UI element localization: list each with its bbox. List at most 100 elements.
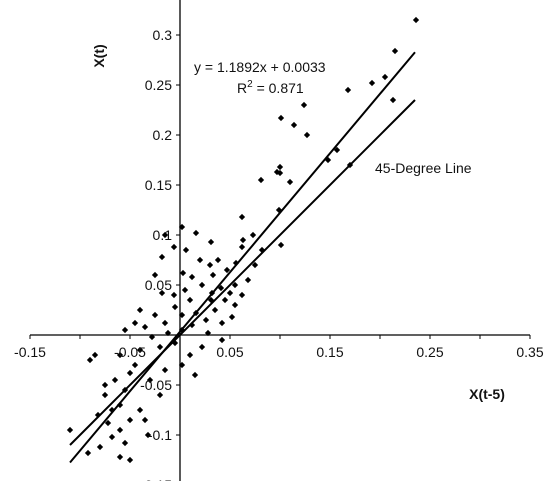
- data-point: [158, 253, 166, 261]
- line45-label: 45-Degree Line: [375, 160, 472, 176]
- data-point: [228, 313, 236, 321]
- y-tick-label: 0.2: [153, 127, 173, 143]
- data-point: [156, 343, 164, 351]
- x-tick-label: 0.25: [416, 344, 443, 360]
- data-point: [192, 229, 200, 237]
- data-point: [161, 231, 169, 239]
- y-tick-label: -0.1: [148, 427, 172, 443]
- data-point: [171, 303, 179, 311]
- x-tick-label: 0.05: [216, 344, 243, 360]
- data-point: [101, 381, 109, 389]
- x-tick-label: 0.15: [316, 344, 343, 360]
- data-point: [161, 319, 169, 327]
- y-tick-label: 0.1: [153, 227, 173, 243]
- data-point: [238, 213, 246, 221]
- data-point: [209, 271, 217, 279]
- data-point: [202, 316, 210, 324]
- data-point: [300, 101, 308, 109]
- x-tick-label: -0.05: [114, 344, 146, 360]
- y-tick-label: -0.05: [140, 377, 172, 393]
- data-point: [141, 323, 149, 331]
- data-point: [131, 319, 139, 327]
- data-point: [249, 231, 257, 239]
- regression-equation: y = 1.1892x + 0.0033: [194, 59, 326, 75]
- data-point: [86, 356, 94, 364]
- data-point: [239, 236, 247, 244]
- data-point: [381, 73, 389, 81]
- y-tick-label: 0.25: [145, 77, 172, 93]
- data-point: [188, 273, 196, 281]
- y-tick-label: 0.3: [153, 27, 173, 43]
- data-point: [178, 223, 186, 231]
- data-point: [126, 369, 134, 377]
- x-tick-label: 0.35: [516, 344, 543, 360]
- data-point: [188, 321, 196, 329]
- data-point: [206, 261, 214, 269]
- data-point: [211, 306, 219, 314]
- y-tick-label: 0.05: [145, 277, 172, 293]
- data-point: [238, 243, 246, 251]
- data-point: [126, 416, 134, 424]
- r-squared-sup: 2: [247, 79, 253, 90]
- data-point: [218, 336, 226, 344]
- data-point: [182, 246, 190, 254]
- data-point: [136, 306, 144, 314]
- data-point: [290, 121, 298, 129]
- data-point: [186, 351, 194, 359]
- tick-labels: -0.15 -0.05 0.05 0.15 0.25 0.35 -0.15 -0.1 -0.05…: [14, 27, 544, 481]
- data-point: [218, 319, 226, 327]
- data-point: [232, 259, 240, 267]
- data-point: [84, 449, 92, 457]
- data-point: [121, 326, 129, 334]
- data-point: [151, 311, 159, 319]
- data-point: [277, 114, 285, 122]
- data-point: [111, 376, 119, 384]
- data-point: [198, 281, 206, 289]
- data-point: [286, 178, 294, 186]
- data-point: [276, 163, 284, 171]
- data-point: [91, 351, 99, 359]
- data-point: [121, 439, 129, 447]
- r-squared-prefix: R: [237, 80, 247, 96]
- trend-lines: [69, 51, 416, 464]
- y-axis-title: X(t): [91, 44, 107, 67]
- data-point: [207, 238, 215, 246]
- y-tick-label: 0.15: [145, 177, 172, 193]
- data-point: [191, 371, 199, 379]
- data-point: [344, 86, 352, 94]
- data-point: [257, 176, 265, 184]
- forty-five-degree-line: [69, 99, 416, 446]
- data-point: [126, 456, 134, 464]
- data-point: [277, 241, 285, 249]
- y-tick-label: -0.15: [140, 477, 172, 481]
- data-point: [389, 96, 397, 104]
- data-point: [391, 47, 399, 55]
- r-squared-label: R2 = 0.871: [237, 79, 304, 96]
- data-point: [214, 256, 222, 264]
- data-point: [244, 276, 252, 284]
- data-point: [196, 256, 204, 264]
- data-point: [181, 286, 189, 294]
- data-point: [221, 296, 229, 304]
- data-point: [198, 343, 206, 351]
- data-point: [116, 426, 124, 434]
- data-point: [170, 243, 178, 251]
- data-point: [186, 296, 194, 304]
- data-point: [94, 411, 102, 419]
- data-point: [238, 291, 246, 299]
- data-point: [251, 261, 259, 269]
- data-point: [108, 406, 116, 414]
- x-axis-title: X(t-5): [469, 386, 505, 402]
- data-point: [116, 453, 124, 461]
- data-point: [96, 443, 104, 451]
- data-point: [412, 16, 420, 24]
- data-point: [131, 361, 139, 369]
- data-point: [108, 433, 116, 441]
- x-tick-label: -0.15: [14, 344, 46, 360]
- data-point: [368, 79, 376, 87]
- data-point: [101, 391, 109, 399]
- data-point: [136, 406, 144, 414]
- data-point: [226, 289, 234, 297]
- data-point: [179, 269, 187, 277]
- r-squared-value: = 0.871: [253, 80, 304, 96]
